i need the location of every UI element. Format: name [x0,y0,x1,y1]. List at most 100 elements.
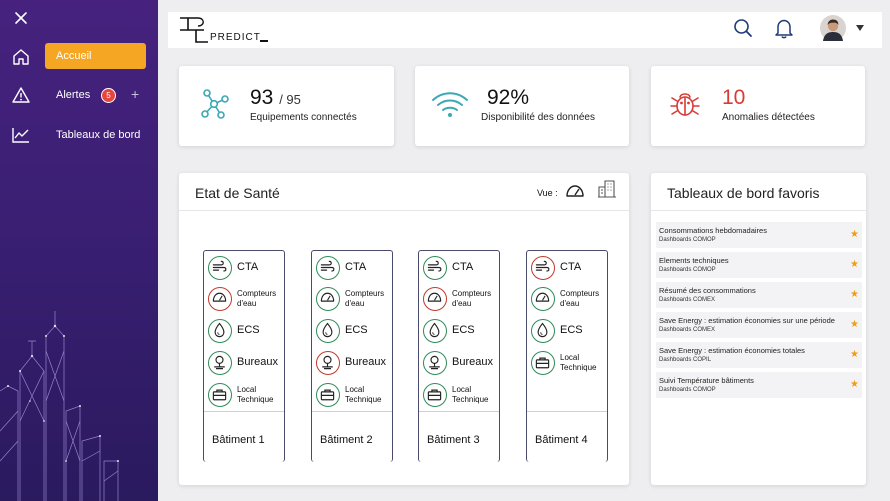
status-red-indicator [208,287,232,311]
equipment-label: Local Technique [345,385,382,404]
favorite-dashboard-item[interactable]: Résumé des consommations Dashboards COMEX… [656,282,862,308]
star-icon[interactable]: ★ [850,229,859,240]
wind-icon [320,260,335,272]
home-icon[interactable] [11,47,31,67]
equipment-row[interactable]: Bureaux [423,351,499,377]
equipment-label: Compteurs d'eau [237,289,277,308]
drop-icon [429,322,440,338]
close-icon[interactable] [12,9,30,27]
predict-logo-icon [180,17,208,43]
equipment-label: Bureaux [345,356,386,368]
equipment-row[interactable]: CTA [208,256,284,282]
warning-icon[interactable] [11,85,31,105]
equipment-row[interactable]: CTA [531,256,607,282]
equipment-row[interactable]: ECS [316,319,392,345]
status-green-indicator [316,287,340,311]
equipment-row[interactable]: CTA [316,256,392,282]
equipment-row[interactable]: CTA [423,256,499,282]
favorite-dashboard-item[interactable]: Save Energy : estimation économies total… [656,342,862,368]
favorite-title: Consommations hebdomadaires [659,226,767,235]
status-green-indicator [208,319,232,343]
favorite-dashboard-item[interactable]: Suivi Température bâtiments Dashboards CO… [656,372,862,398]
equipment-label: Local Technique [452,385,489,404]
favorites-divider [651,210,866,211]
favorite-subtitle: Dashboards COMOP [659,237,716,243]
equipment-row[interactable]: Local Technique [531,351,607,377]
brand-underline [260,40,268,42]
favorite-subtitle: Dashboards COMEX [659,297,716,303]
equipment-row[interactable]: Compteurs d'eau [531,287,607,313]
chevron-down-icon[interactable] [855,24,865,32]
sidebar-item-tableaux[interactable]: Tableaux de bord [56,129,141,141]
favorites-title: Tableaux de bord favoris [667,185,820,201]
city-illustration [0,311,119,501]
building-divider [419,411,499,412]
favorite-dashboard-item[interactable]: Consommations hebdomadaires Dashboards CO… [656,222,862,248]
equipment-row[interactable]: ECS [531,319,607,345]
equipment-label: Local Technique [237,385,274,404]
equipment-label: Compteurs d'eau [560,289,600,308]
status-green-indicator [316,256,340,280]
equipment-row[interactable]: Compteurs d'eau [423,287,499,313]
equipment-row[interactable]: Local Technique [423,383,499,409]
equipment-label: CTA [560,261,582,273]
sidebar-item-accueil[interactable]: Accueil [45,43,146,69]
building-card[interactable]: CTA Compteurs d'eau ECS Local Technique Bâti… [526,250,608,462]
equipment-row[interactable]: Bureaux [316,351,392,377]
building-divider [204,411,284,412]
buildings-icon[interactable] [597,179,617,198]
toolbox-icon [320,389,335,401]
desk-icon [322,355,333,370]
toolbox-icon [535,357,550,369]
gauge-icon[interactable] [565,183,585,199]
star-icon[interactable]: ★ [850,349,859,360]
building-divider [312,411,392,412]
status-green-indicator [531,287,555,311]
status-green-indicator [423,319,447,343]
favorite-subtitle: Dashboards COPIL [659,357,712,363]
equipment-row[interactable]: ECS [208,319,284,345]
star-icon[interactable]: ★ [850,259,859,270]
favorite-subtitle: Dashboards COMOP [659,267,716,273]
favorite-dashboard-item[interactable]: Elements techniques Dashboards COMOP ★ [656,252,862,278]
favorite-title: Save Energy : estimation économies sur u… [659,316,835,325]
equipment-row[interactable]: Compteurs d'eau [316,287,392,313]
favorite-title: Save Energy : estimation économies total… [659,346,805,355]
equipment-row[interactable]: Compteurs d'eau [208,287,284,313]
equipment-label: CTA [452,261,474,273]
star-icon[interactable]: ★ [850,289,859,300]
avatar[interactable] [820,15,846,41]
chart-line-icon[interactable] [11,125,31,145]
equipment-row[interactable]: Local Technique [316,383,392,409]
equipment-label: CTA [345,261,367,273]
star-icon[interactable]: ★ [850,379,859,390]
favorite-title: Suivi Température bâtiments [659,376,754,385]
sidebar-item-alertes[interactable]: Alertes [56,89,91,101]
equipment-row[interactable]: Bureaux [208,351,284,377]
building-card[interactable]: CTA Compteurs d'eau ECS Bureaux Local Techni… [418,250,500,462]
equipment-label: ECS [345,324,368,336]
search-icon[interactable] [733,18,753,38]
building-divider [527,411,607,412]
status-red-indicator [423,287,447,311]
bell-icon[interactable] [774,17,794,39]
add-alert-button[interactable]: + [131,86,140,102]
meter-icon [427,292,442,302]
favorite-subtitle: Dashboards COMEX [659,327,716,333]
favorite-dashboard-item[interactable]: Save Energy : estimation économies sur u… [656,312,862,338]
drop-icon [537,322,548,338]
equipements-total: / 95 [279,92,301,107]
equipment-row[interactable]: Local Technique [208,383,284,409]
building-card[interactable]: CTA Compteurs d'eau ECS Bureaux Local Techni… [311,250,393,462]
stat-card-anomalies: 10 Anomalies détectées [651,66,865,146]
anomalies-label: Anomalies détectées [722,112,815,123]
stat-card-disponibilite: 92% Disponibilité des données [415,66,629,146]
status-red-indicator [531,256,555,280]
drop-icon [214,322,225,338]
favorites-panel: Tableaux de bord favoris Consommations h… [651,173,866,485]
building-card[interactable]: CTA Compteurs d'eau ECS Bureaux Local Techni… [203,250,285,462]
equipements-label: Equipements connectés [250,112,357,123]
star-icon[interactable]: ★ [850,319,859,330]
equipment-row[interactable]: ECS [423,319,499,345]
top-bar: PREDICT [168,12,882,48]
